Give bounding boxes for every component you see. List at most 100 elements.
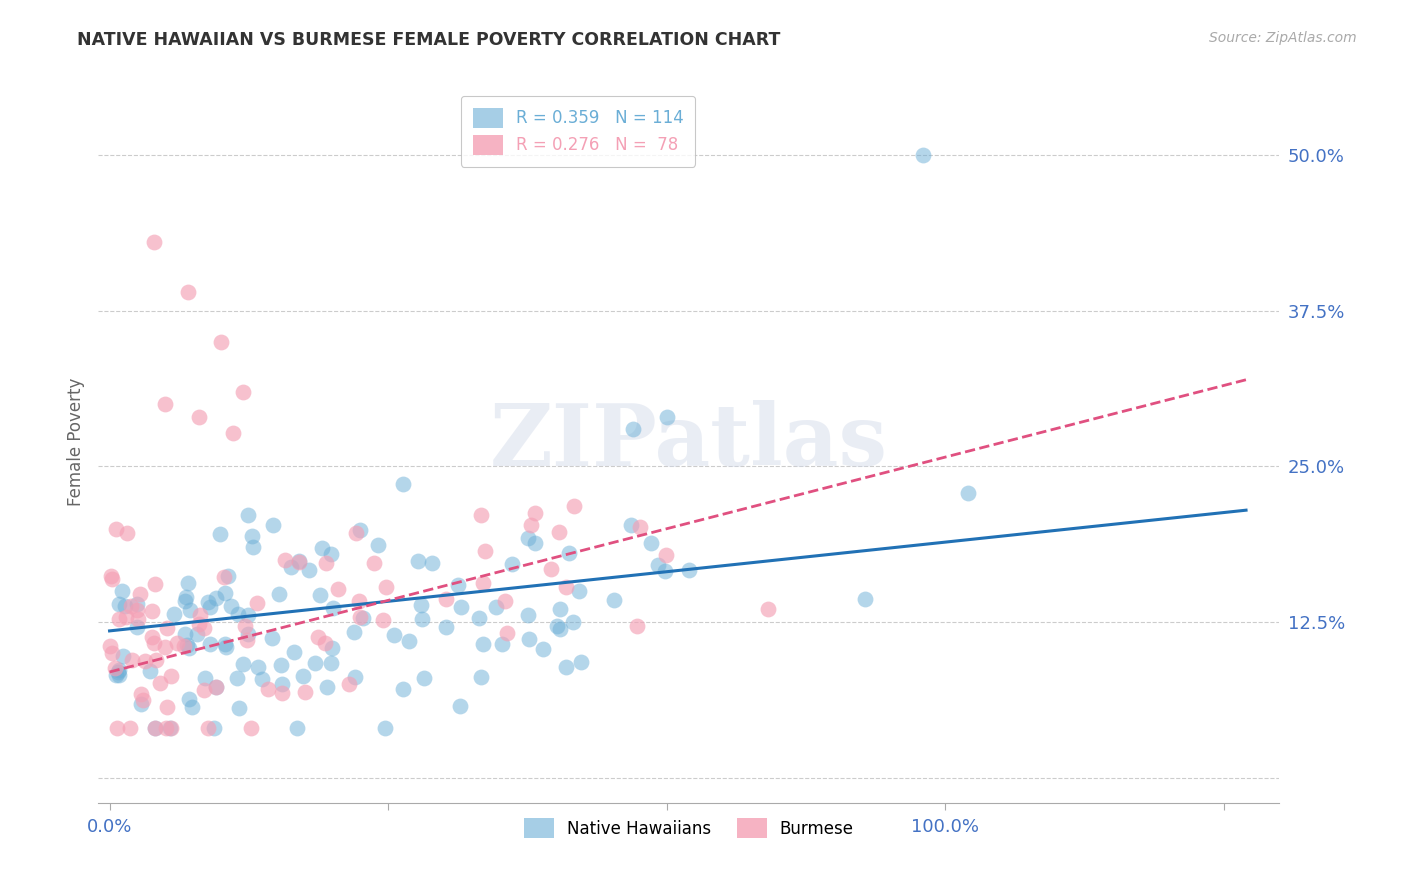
Point xyxy=(562,499,585,513)
Text: NATIVE HAWAIIAN VS BURMESE FEMALE POVERTY CORRELATION CHART: NATIVE HAWAIIAN VS BURMESE FEMALE POVERT… xyxy=(77,31,780,49)
Point xyxy=(620,518,643,533)
Point xyxy=(219,599,242,613)
Point xyxy=(392,477,415,491)
Point xyxy=(501,558,523,572)
Point xyxy=(520,518,543,533)
Point xyxy=(141,604,163,618)
Point xyxy=(101,646,124,660)
Point xyxy=(352,611,374,625)
Point xyxy=(179,603,201,617)
Point xyxy=(270,686,292,700)
Point xyxy=(177,692,200,706)
Point xyxy=(100,568,122,582)
Point xyxy=(131,693,153,707)
Point xyxy=(160,721,183,735)
Point xyxy=(205,591,228,605)
Point xyxy=(193,621,215,635)
Point xyxy=(125,597,148,611)
Point xyxy=(485,600,508,615)
Point xyxy=(115,610,138,624)
Text: Source: ZipAtlas.com: Source: ZipAtlas.com xyxy=(1209,31,1357,45)
Point xyxy=(202,721,225,735)
Point xyxy=(523,536,546,550)
Point xyxy=(349,523,371,537)
Point xyxy=(371,613,394,627)
Point xyxy=(198,638,221,652)
Point xyxy=(217,568,239,582)
Point xyxy=(250,672,273,686)
Point xyxy=(214,586,236,600)
Legend: Native Hawaiians, Burmese: Native Hawaiians, Burmese xyxy=(517,812,860,845)
Point xyxy=(153,640,176,654)
Point xyxy=(283,645,305,659)
Point xyxy=(411,598,433,612)
Point xyxy=(232,384,254,399)
Point xyxy=(494,593,516,607)
Point xyxy=(262,518,284,533)
Point xyxy=(186,627,208,641)
Point xyxy=(546,619,568,633)
Point xyxy=(176,638,198,652)
Point xyxy=(235,632,257,647)
Point xyxy=(470,508,492,522)
Point xyxy=(141,630,163,644)
Point xyxy=(911,148,934,162)
Point xyxy=(198,600,221,615)
Point xyxy=(449,699,471,714)
Point xyxy=(155,721,177,735)
Point xyxy=(155,397,177,411)
Point xyxy=(655,549,678,563)
Point xyxy=(240,721,263,735)
Point xyxy=(120,721,142,735)
Point xyxy=(392,681,415,696)
Point xyxy=(468,610,491,624)
Point xyxy=(621,422,644,436)
Point xyxy=(491,637,513,651)
Point xyxy=(321,640,343,655)
Point xyxy=(262,631,284,645)
Point xyxy=(434,592,457,607)
Point xyxy=(222,425,245,440)
Point xyxy=(194,672,217,686)
Point xyxy=(176,576,198,591)
Point xyxy=(319,656,342,670)
Point xyxy=(270,657,292,672)
Point xyxy=(294,685,316,699)
Point xyxy=(107,598,129,612)
Point xyxy=(285,721,308,735)
Point xyxy=(626,619,648,633)
Point xyxy=(107,665,129,679)
Point xyxy=(142,636,165,650)
Point xyxy=(242,528,264,542)
Point xyxy=(232,657,254,671)
Point xyxy=(384,628,406,642)
Point xyxy=(139,664,162,678)
Point xyxy=(104,661,127,675)
Point xyxy=(176,285,198,299)
Point xyxy=(209,334,232,349)
Point xyxy=(215,640,238,655)
Point xyxy=(678,563,700,577)
Point xyxy=(349,609,371,624)
Point xyxy=(107,668,129,682)
Y-axis label: Female Poverty: Female Poverty xyxy=(66,377,84,506)
Point xyxy=(304,656,326,670)
Point xyxy=(197,594,219,608)
Point xyxy=(125,620,148,634)
Text: ZIPatlas: ZIPatlas xyxy=(489,400,889,483)
Point xyxy=(398,633,420,648)
Point xyxy=(228,701,250,715)
Point xyxy=(246,660,269,674)
Point xyxy=(214,637,236,651)
Point xyxy=(187,409,209,424)
Point xyxy=(319,547,342,561)
Point xyxy=(314,636,336,650)
Point xyxy=(129,697,152,711)
Point xyxy=(571,655,593,669)
Point xyxy=(531,642,554,657)
Point xyxy=(471,575,494,590)
Point xyxy=(347,594,370,608)
Point xyxy=(246,596,269,610)
Point xyxy=(298,563,321,577)
Point xyxy=(98,639,121,653)
